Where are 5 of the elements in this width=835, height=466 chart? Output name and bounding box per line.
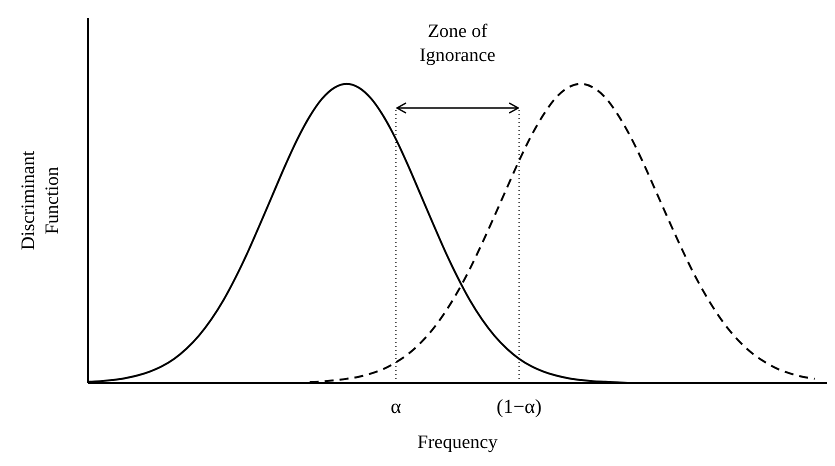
text: Zone of Ignorance (418, 20, 496, 68)
x-axis-title: Frequency (417, 432, 498, 453)
x-tick-label: α (390, 396, 402, 418)
x-tick-label: (1−α) (496, 396, 542, 418)
y-axis-title: Discriminant Function (18, 150, 63, 250)
